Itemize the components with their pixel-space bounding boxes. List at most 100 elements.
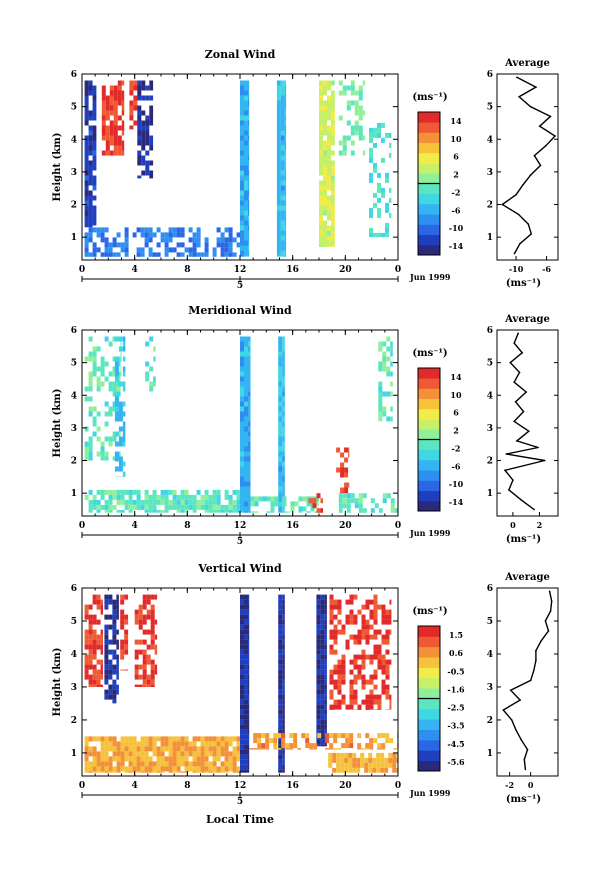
heatmap-cell — [172, 766, 177, 772]
heatmap-cell — [369, 614, 374, 620]
heatmap-cell — [104, 689, 109, 695]
heatmap-cell — [168, 227, 173, 233]
heatmap-cell — [254, 511, 259, 513]
heatmap-cell — [118, 346, 123, 352]
profile-point — [517, 332, 519, 335]
heatmap-cell — [390, 406, 393, 412]
heatmap-cell — [341, 669, 346, 675]
heatmap-cell — [92, 105, 97, 111]
heatmap-cell — [164, 761, 169, 767]
heatmap-cell — [176, 504, 181, 510]
heatmap-cell — [204, 761, 209, 767]
heatmap-cell — [244, 235, 248, 241]
heatmap-cell — [280, 130, 285, 136]
heatmap-cell — [284, 195, 287, 201]
heatmap-cell — [361, 679, 366, 685]
heatmap-cell — [112, 654, 117, 660]
heatmap-cell — [180, 751, 185, 757]
heatmap-cell — [204, 237, 209, 243]
heatmap-cell — [120, 509, 125, 513]
heatmap-cell — [240, 734, 244, 740]
heatmap-cell — [88, 446, 93, 452]
heatmap-cell — [142, 679, 147, 685]
heatmap-cell — [282, 754, 285, 760]
heatmap-cell — [228, 494, 233, 500]
heatmap-cell — [244, 130, 248, 136]
heatmap-cell — [109, 85, 114, 91]
heatmap-cell — [244, 361, 248, 367]
heatmap-cell — [253, 733, 258, 739]
heatmap-cell — [188, 227, 193, 233]
heatmap-cell — [331, 125, 335, 131]
heatmap-cell — [349, 669, 354, 675]
heatmap-cell — [144, 756, 149, 762]
heatmap-cell — [141, 95, 146, 101]
heatmap-cell — [108, 371, 113, 377]
heatmap-cell — [117, 100, 122, 106]
heatmap-cell — [282, 416, 285, 422]
heatmap-cell — [358, 105, 363, 111]
heatmap-cell — [144, 489, 149, 495]
heatmap-cell — [100, 232, 105, 238]
x-tick-label: 12 — [234, 781, 247, 791]
heatmap-cell — [121, 95, 125, 101]
x-tick-label: 16 — [286, 781, 299, 791]
heatmap-cell — [120, 247, 125, 253]
heatmap-cell — [141, 85, 146, 91]
heatmap-cell — [244, 471, 248, 477]
heatmap-cell — [305, 733, 310, 739]
heatmap-cell — [280, 205, 285, 211]
heatmap-cell — [331, 95, 335, 101]
heatmap-cell — [105, 145, 110, 151]
heatmap-cell — [248, 351, 251, 357]
heatmap-cell — [164, 494, 169, 500]
heatmap-cell — [248, 604, 250, 610]
profile-x-tick-label: -10 — [509, 264, 524, 274]
profile-y-tick-label: 2 — [487, 201, 493, 211]
heatmap-cell — [88, 619, 93, 625]
heatmap-cell — [323, 195, 327, 201]
heatmap-cell — [88, 336, 93, 342]
heatmap-cell — [92, 504, 97, 510]
heatmap-cell — [327, 150, 331, 156]
heatmap-cell — [244, 764, 248, 770]
heatmap-cell — [358, 503, 363, 509]
heatmap-cell — [88, 386, 93, 392]
heatmap-cell — [381, 748, 386, 750]
heatmap-cell — [113, 135, 118, 141]
profile-y-tick-label: 3 — [487, 683, 493, 693]
heatmap-cell — [104, 451, 109, 457]
heatmap-cell — [316, 654, 321, 660]
heatmap-cell — [240, 366, 244, 372]
colorbar-swatch — [418, 688, 440, 699]
heatmap-cell — [316, 684, 321, 690]
heatmap-cell — [244, 205, 248, 211]
heatmap-cell — [196, 761, 201, 767]
heatmap-cell — [319, 195, 323, 201]
heatmap-cell — [108, 381, 113, 387]
colorbar-swatch — [418, 657, 440, 668]
heatmap-cell — [337, 689, 342, 695]
heatmap-cell — [333, 604, 338, 610]
heatmap-cell — [120, 761, 125, 767]
heatmap-cell — [236, 741, 240, 747]
heatmap-cell — [248, 644, 250, 650]
heatmap-cell — [88, 629, 93, 635]
heatmap-cell — [369, 609, 374, 615]
heatmap-cell — [344, 487, 349, 493]
heatmap-cell — [84, 736, 89, 742]
heatmap-cell — [369, 207, 373, 213]
heatmap-cell — [240, 386, 244, 392]
heatmap-cell — [164, 504, 169, 510]
heatmap-cell — [327, 230, 331, 236]
colorbar-swatch — [418, 500, 440, 512]
heatmap-cell — [188, 247, 193, 253]
heatmap-cell — [244, 649, 248, 655]
heatmap-cell — [88, 381, 93, 387]
heatmap-cell — [192, 509, 197, 513]
heatmap-cell — [240, 165, 244, 171]
heatmap-cell — [124, 736, 129, 742]
heatmap-cell — [357, 674, 362, 680]
heatmap-cell — [137, 80, 142, 86]
heatmap-cell — [101, 105, 106, 111]
